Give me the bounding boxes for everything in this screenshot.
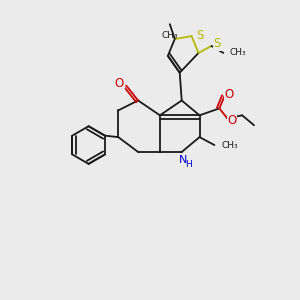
- Text: CH₃: CH₃: [229, 48, 246, 57]
- Text: N: N: [178, 155, 187, 165]
- Text: CH₃: CH₃: [221, 140, 238, 149]
- Text: S: S: [214, 38, 221, 50]
- Text: CH₃: CH₃: [161, 31, 178, 40]
- Text: O: O: [225, 88, 234, 101]
- Text: H: H: [185, 160, 192, 169]
- Text: O: O: [228, 114, 237, 127]
- Text: S: S: [196, 28, 203, 42]
- Text: O: O: [115, 77, 124, 90]
